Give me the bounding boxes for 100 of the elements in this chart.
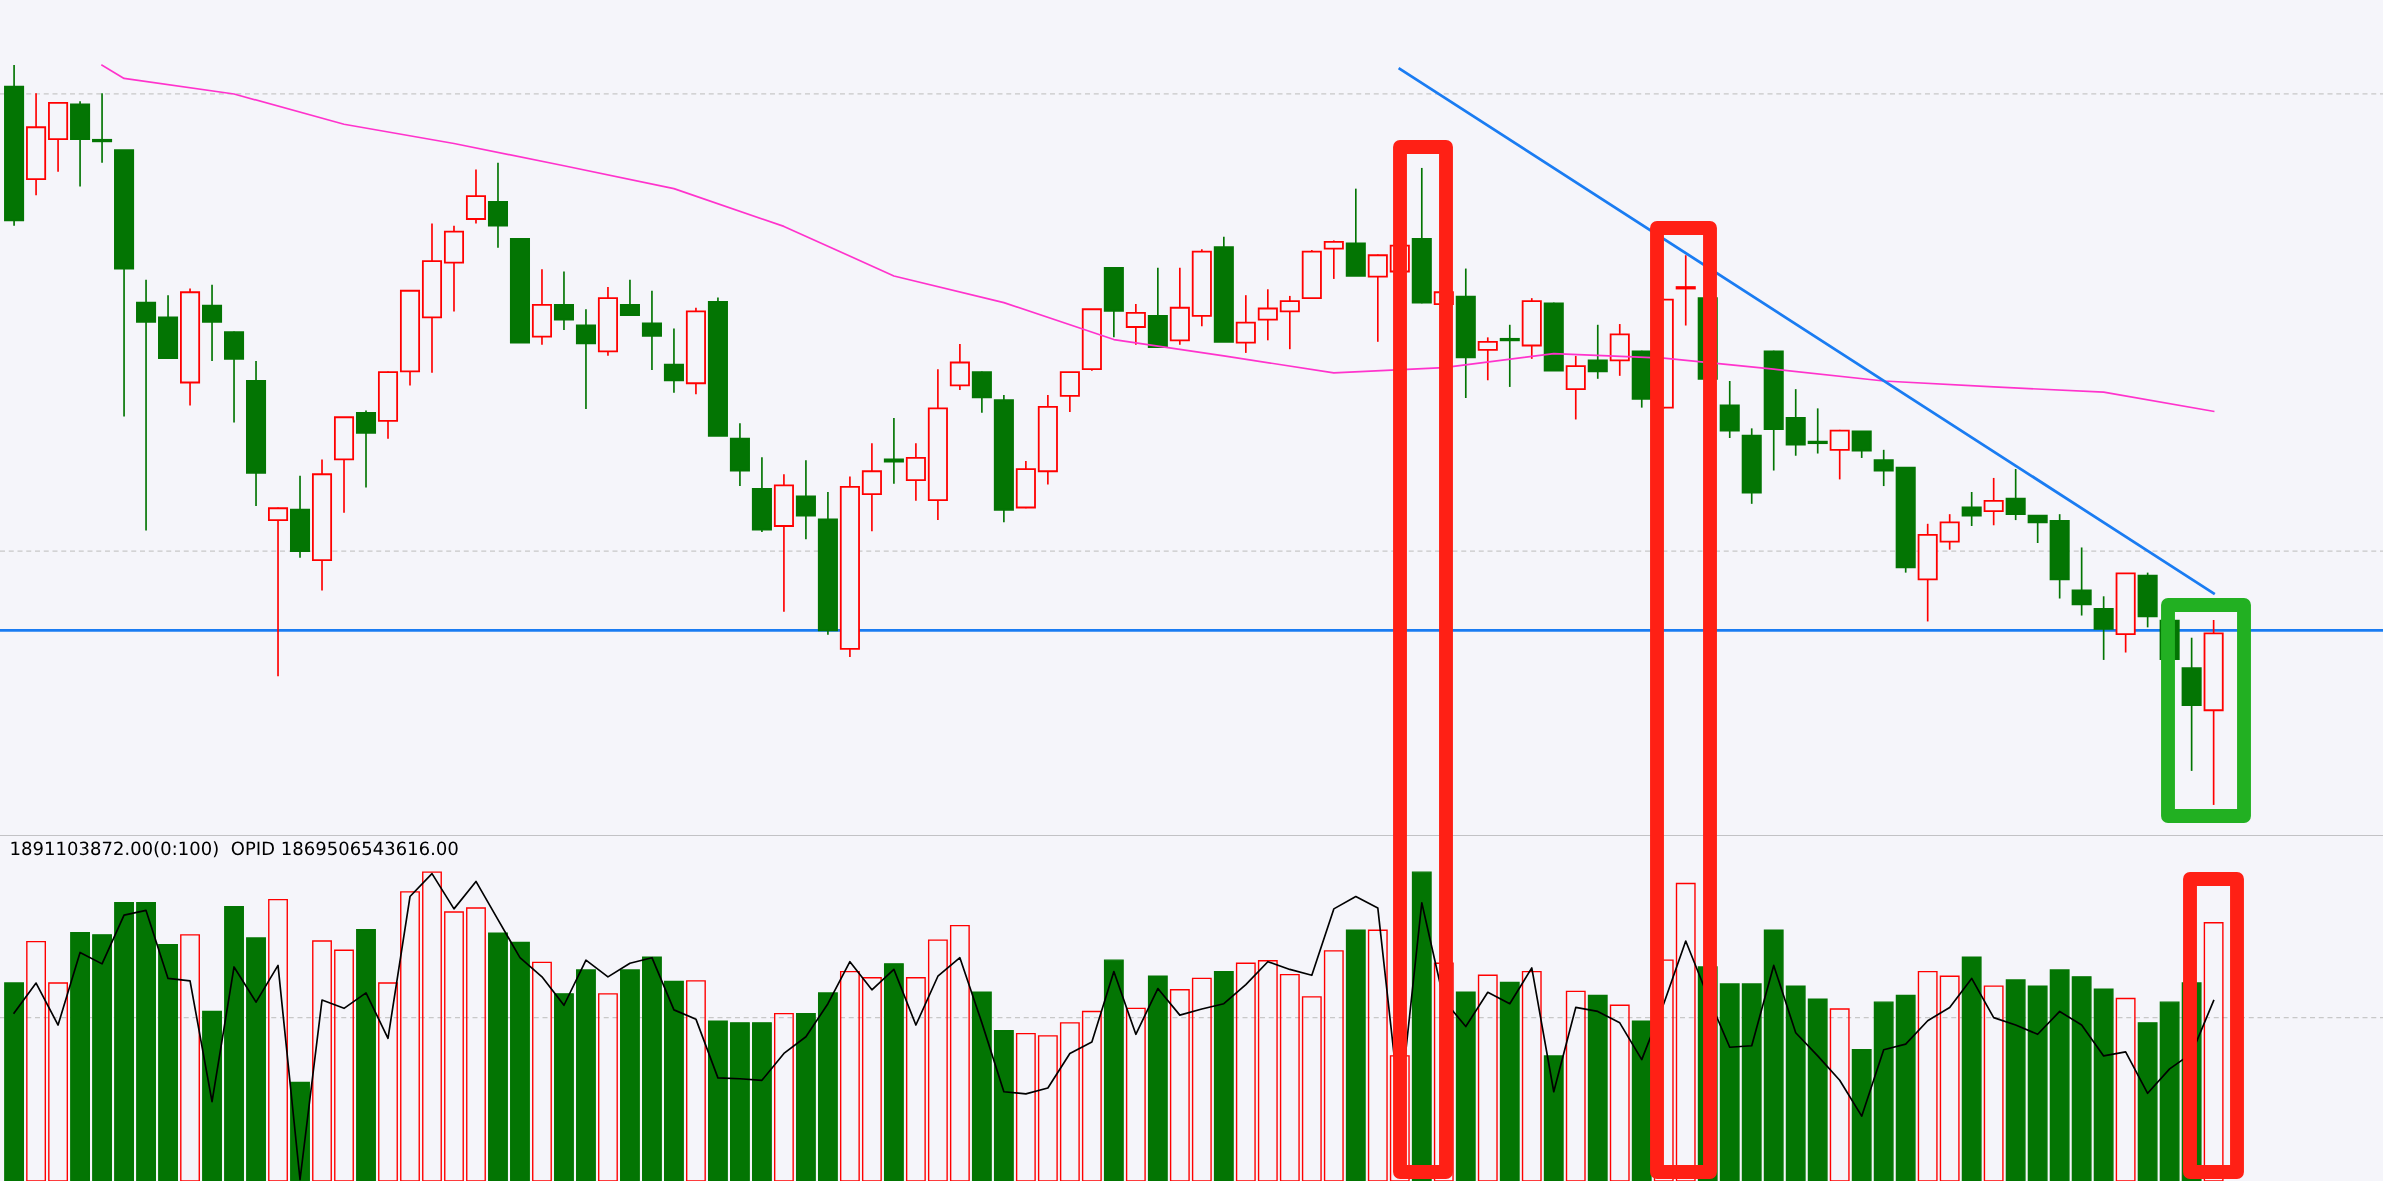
candlestick (575, 308, 596, 410)
bar (268, 898, 288, 1181)
bar (1587, 994, 1608, 1181)
candlestick (531, 268, 553, 346)
bar (422, 871, 442, 1181)
bar (1851, 1049, 1872, 1181)
bar (1719, 983, 1740, 1181)
bar (576, 969, 596, 1181)
bar (2115, 997, 2136, 1181)
candlestick (1609, 323, 1630, 377)
bar (1411, 871, 1432, 1181)
bar (2049, 969, 2070, 1181)
bar (1543, 1055, 1564, 1181)
candlestick (92, 92, 113, 164)
candlestick (905, 442, 926, 502)
bar (1279, 973, 1300, 1181)
bar (861, 977, 882, 1181)
bar (1521, 970, 1542, 1181)
bar (1213, 970, 1234, 1181)
candlestick (1675, 254, 1696, 327)
bar (1807, 998, 1828, 1181)
bar (1455, 991, 1476, 1181)
bar (1389, 1055, 1410, 1181)
candlestick (553, 270, 574, 331)
candlestick (245, 360, 267, 507)
bar (1433, 962, 1454, 1181)
candlestick (1477, 336, 1498, 382)
bar (356, 928, 376, 1181)
bar (905, 977, 926, 1181)
bar (927, 939, 948, 1181)
candlestick (861, 442, 882, 533)
bar (246, 937, 266, 1181)
bar (444, 911, 464, 1181)
bar (510, 941, 530, 1181)
candlestick (136, 278, 157, 532)
bar (334, 949, 354, 1181)
candlestick (597, 286, 618, 357)
bar (1081, 1010, 1102, 1181)
candlestick (1961, 491, 1982, 527)
bar (158, 944, 178, 1181)
candlestick (1499, 323, 1520, 388)
candlestick (1807, 407, 1828, 455)
bar (598, 993, 618, 1181)
candlestick (1565, 355, 1586, 421)
bar (1939, 975, 1960, 1181)
candlestick (421, 222, 443, 374)
candlestick (1169, 266, 1190, 346)
candlestick (1037, 394, 1058, 486)
bar (1499, 981, 1520, 1181)
candlestick (1323, 241, 1344, 280)
bar (2159, 1001, 2180, 1181)
bar (554, 993, 574, 1181)
bar (312, 940, 332, 1181)
bar (1037, 1035, 1058, 1181)
bar (686, 980, 706, 1181)
bar (839, 970, 860, 1181)
bar (2027, 985, 2048, 1181)
bar (1741, 983, 1762, 1181)
bar (1191, 977, 1212, 1181)
bar (1257, 960, 1278, 1181)
candlestick (4, 64, 25, 227)
candlestick (1587, 323, 1608, 380)
candlestick (202, 283, 223, 362)
candlestick (1235, 294, 1256, 354)
candlestick (839, 475, 860, 658)
candlestick (663, 327, 684, 394)
bar (400, 891, 420, 1181)
bar (1895, 994, 1916, 1181)
bar (2137, 1022, 2158, 1181)
bar (180, 934, 200, 1181)
bar (92, 934, 112, 1181)
bar (1477, 974, 1498, 1181)
bar (1763, 929, 1784, 1181)
bar (1301, 996, 1322, 1181)
candlestick (641, 289, 662, 371)
bar (224, 906, 244, 1181)
candlestick (773, 473, 794, 613)
candlestick (1917, 522, 1938, 623)
bar (26, 940, 47, 1181)
candlestick (487, 161, 509, 249)
candlestick (1125, 303, 1146, 346)
bar (751, 1022, 772, 1181)
bar (1103, 959, 1124, 1181)
candlestick (1719, 380, 1740, 439)
bar (729, 1022, 750, 1181)
bar (2005, 979, 2026, 1181)
candlestick (927, 368, 948, 521)
candlestick (443, 224, 465, 313)
bar (378, 982, 398, 1181)
bar (466, 907, 486, 1181)
candlestick (1455, 267, 1476, 399)
bar (1169, 989, 1190, 1181)
candlestick (289, 474, 311, 559)
candlestick (1939, 513, 1960, 551)
candlestick (1785, 388, 1806, 457)
bar (620, 969, 640, 1181)
candlestick (1983, 477, 2004, 527)
bar (2093, 988, 2114, 1181)
bar (1235, 962, 1256, 1181)
bar (136, 902, 156, 1181)
